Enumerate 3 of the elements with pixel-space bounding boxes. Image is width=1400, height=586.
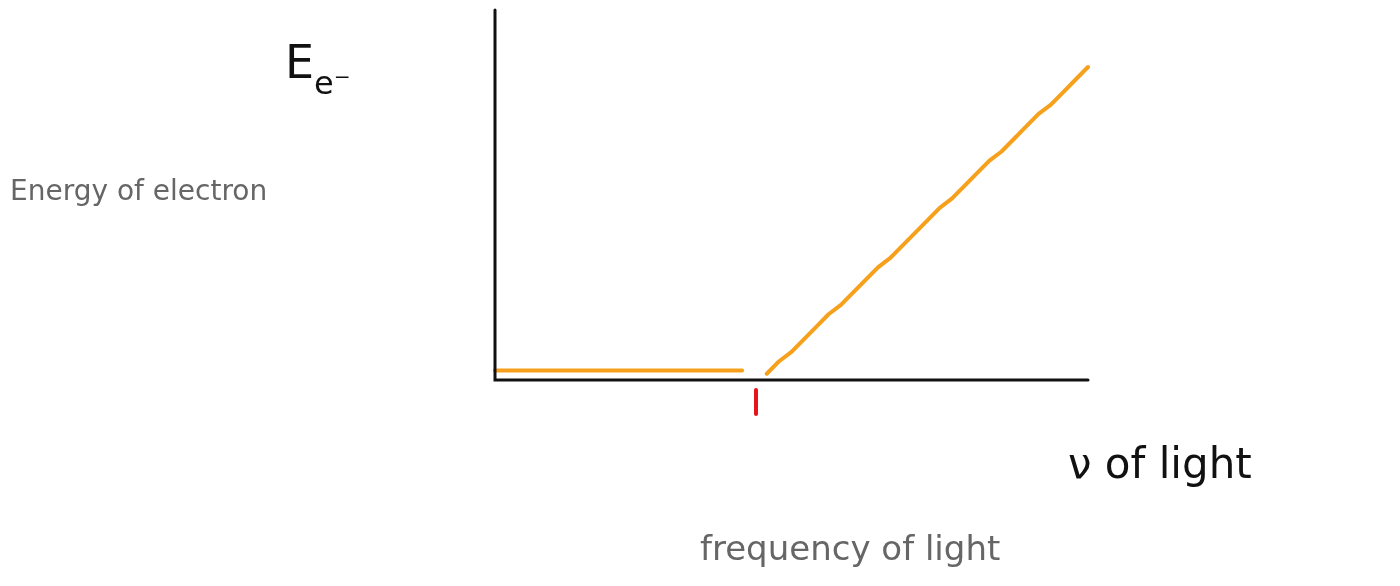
text: frequency of light	[700, 528, 1001, 568]
x-axis-title: ν of light	[1068, 439, 1252, 488]
text: Energy of electron	[10, 174, 268, 207]
